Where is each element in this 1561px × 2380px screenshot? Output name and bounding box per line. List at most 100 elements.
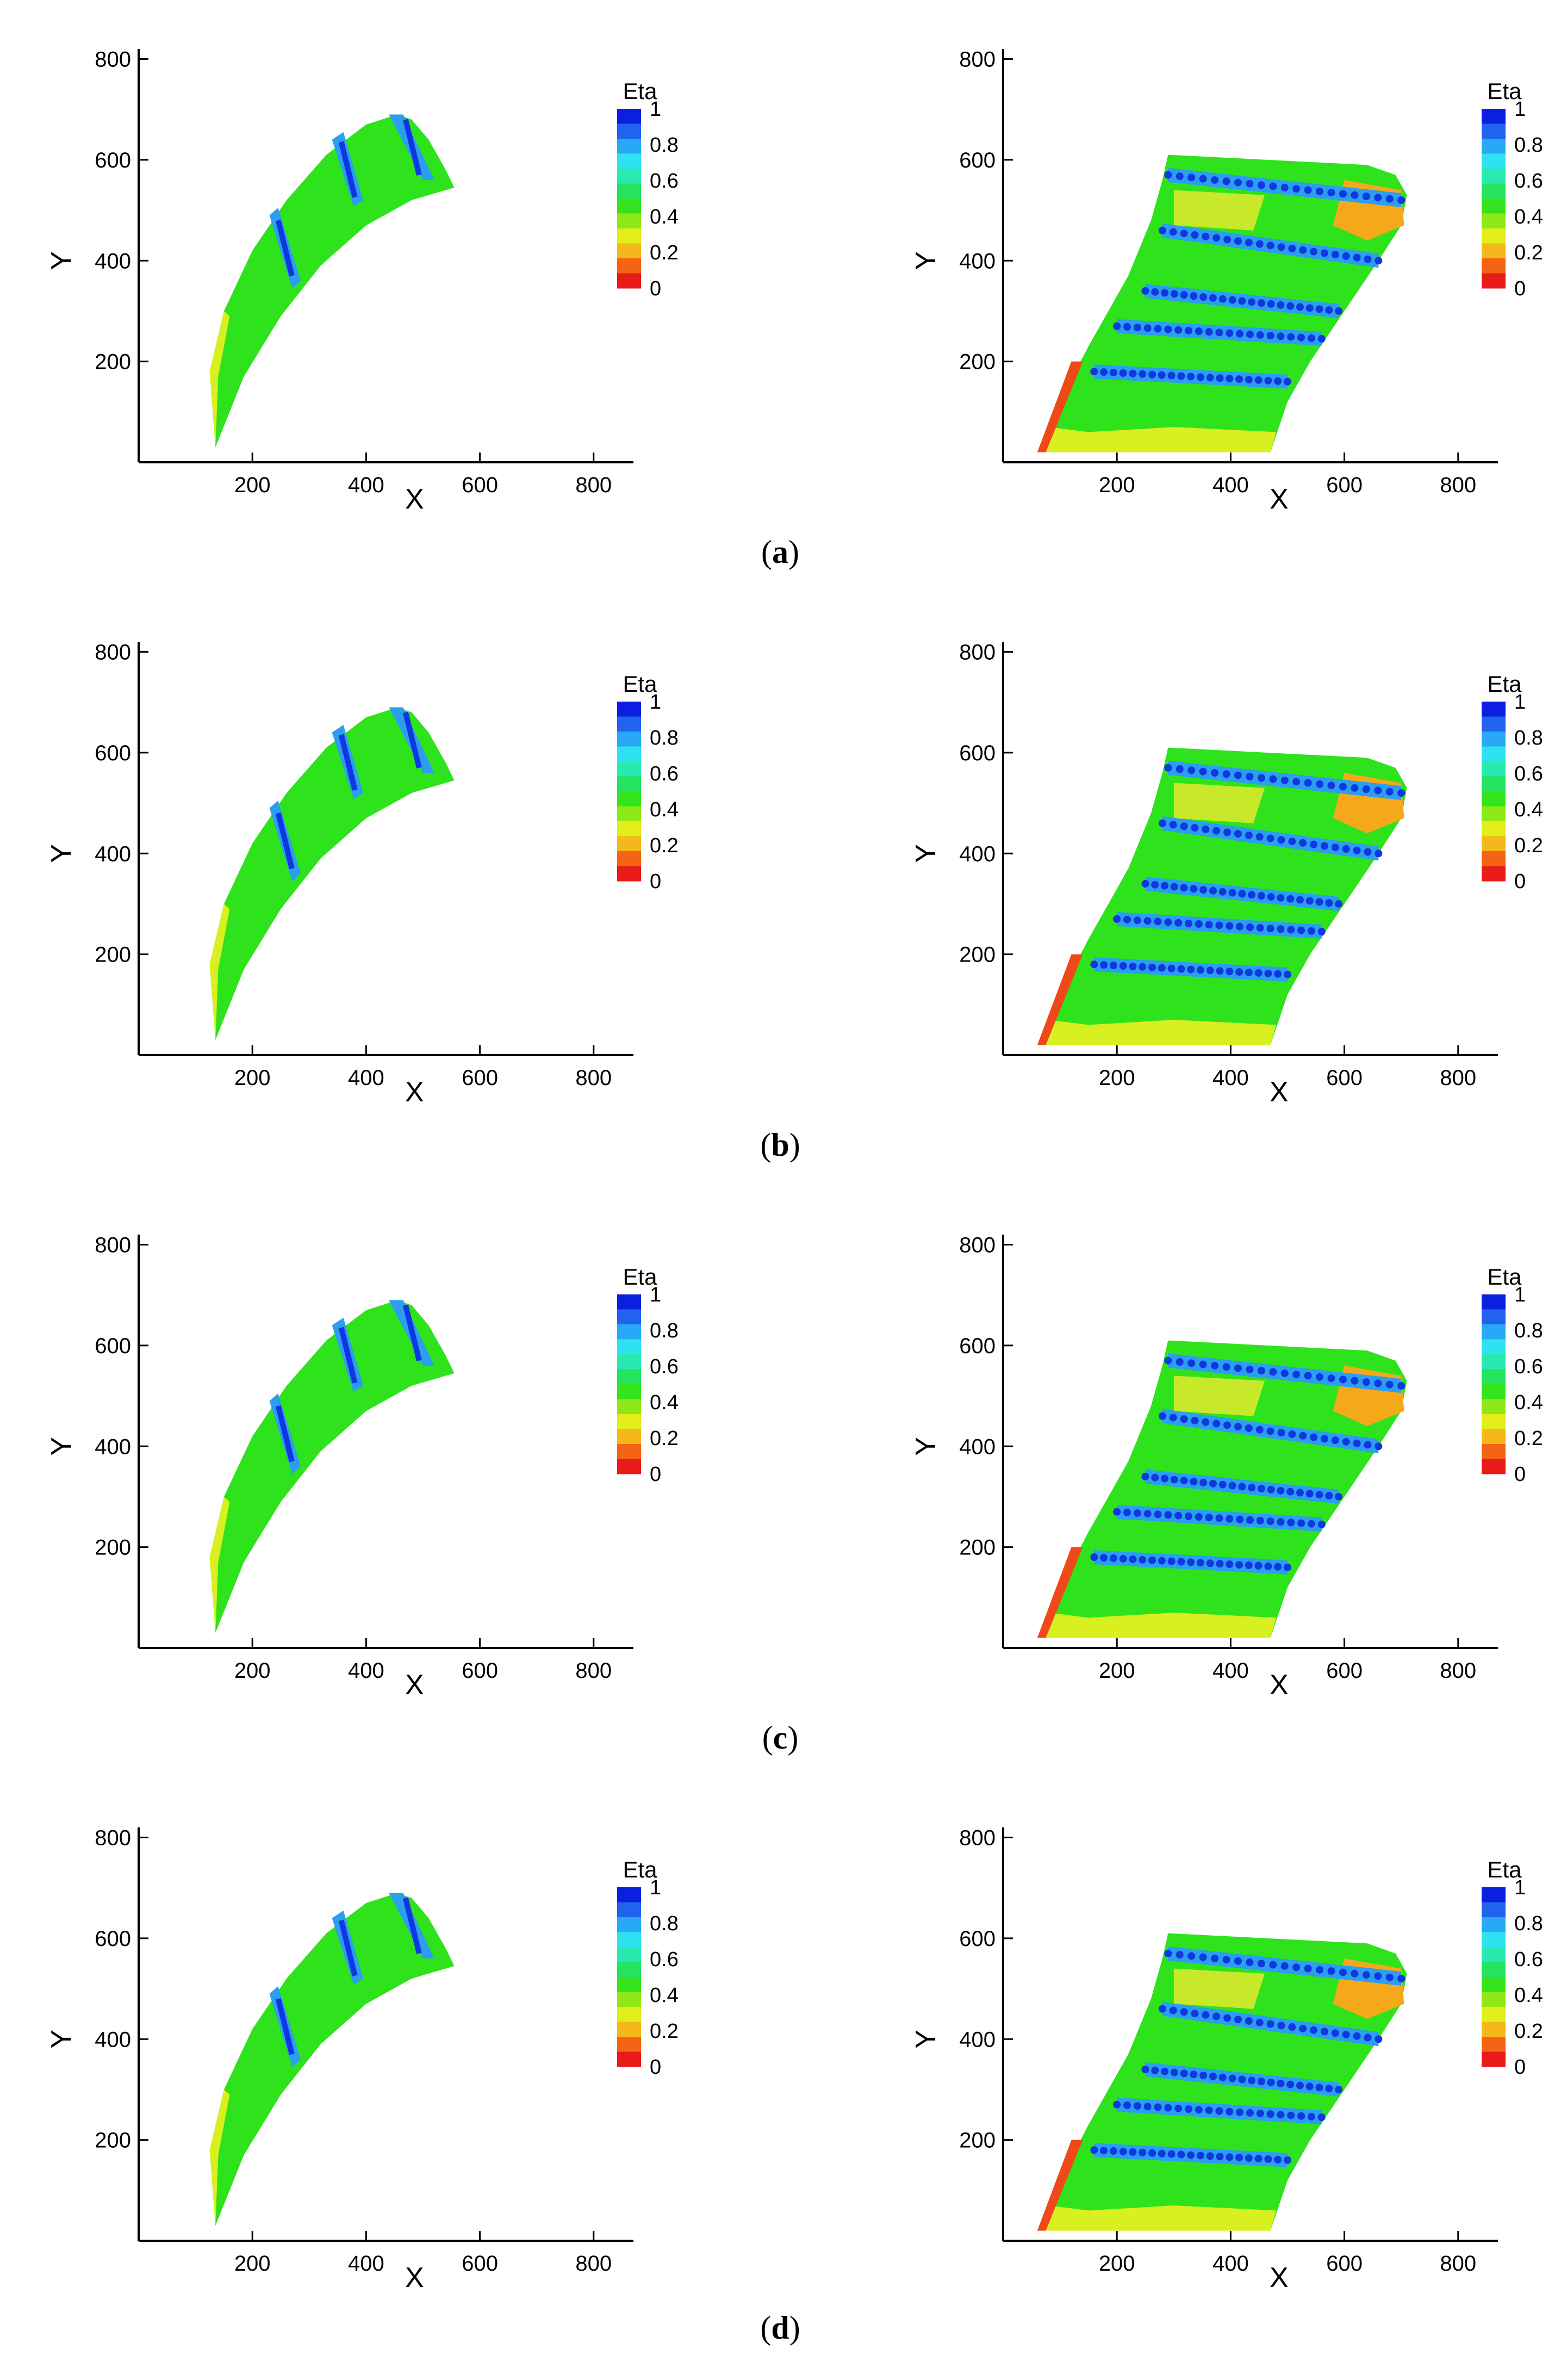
cooling-hole (1246, 2109, 1254, 2117)
cooling-hole (1274, 970, 1282, 978)
cooling-hole (1257, 892, 1265, 900)
legend-tick-label: 0 (650, 1463, 661, 1486)
caption-letter: d (771, 2310, 789, 2346)
cooling-hole (1141, 879, 1149, 888)
cooling-hole (1277, 894, 1285, 902)
y-tick-label: 400 (959, 1435, 996, 1459)
cooling-hole (1374, 1972, 1382, 1980)
legend-tick-label: 0.6 (1514, 1948, 1543, 1971)
cooling-hole (1123, 2101, 1131, 2109)
cooling-hole (1222, 1956, 1230, 1964)
mid-warm-zone (1173, 1375, 1265, 1416)
legend-swatch (1482, 821, 1506, 836)
cooling-hole (1255, 2018, 1264, 2026)
legend-title: Eta (1487, 671, 1522, 697)
legend-swatch (617, 183, 641, 199)
cooling-hole (1307, 927, 1315, 935)
cooling-hole (1286, 895, 1295, 903)
legend-swatch (1482, 199, 1506, 214)
y-axis-label: Y (910, 1437, 942, 1456)
y-tick-label: 200 (959, 1536, 996, 1560)
y-tick-label: 400 (95, 842, 131, 866)
cooling-hole (1266, 2020, 1274, 2028)
cooling-hole (1266, 1427, 1274, 1435)
x-tick-label: 600 (1326, 2252, 1363, 2276)
cooling-hole (1226, 329, 1234, 337)
cooling-hole (1164, 918, 1172, 926)
cooling-hole (1141, 2065, 1149, 2073)
cooling-hole-jet (338, 141, 358, 198)
legend-title: Eta (1487, 78, 1522, 104)
legend-swatch (617, 1444, 641, 1459)
legend-swatch (1482, 2007, 1506, 2022)
cooling-hole (1267, 892, 1275, 901)
cooling-hole (1246, 179, 1254, 188)
x-tick-label: 600 (1326, 1066, 1363, 1090)
cooling-hole (1206, 1559, 1214, 1567)
cooling-hole (1215, 921, 1223, 929)
x-axis-label: X (1270, 2262, 1289, 2294)
cooling-hole (1211, 176, 1219, 184)
cooling-hole (1158, 371, 1166, 379)
cooling-hole (1297, 926, 1305, 934)
legend-tick-label: 0.2 (650, 1427, 679, 1450)
cooling-hole (1215, 2107, 1223, 2115)
caption-paren: ( (760, 1127, 771, 1163)
cooling-hole-jet (275, 812, 295, 870)
cooling-hole (1205, 328, 1213, 336)
cooling-hole (1325, 306, 1333, 314)
legend-swatch (617, 806, 641, 822)
y-tick-label: 400 (95, 249, 131, 273)
cooling-hole (1129, 2148, 1137, 2156)
cooling-hole (1109, 2147, 1117, 2155)
cooling-hole (1375, 850, 1383, 858)
cooling-hole (1100, 2147, 1108, 2155)
cooling-hole (1228, 296, 1236, 304)
cooling-hole (1320, 249, 1328, 257)
legend-tick-label: 0.4 (650, 206, 679, 228)
legend-swatch (617, 273, 641, 289)
cooling-hole (1397, 1975, 1405, 1983)
cooling-hole (1315, 898, 1323, 906)
legend-swatch (617, 1947, 641, 1962)
cooling-hole (1254, 969, 1263, 977)
caption-paren: ) (788, 534, 799, 570)
cooling-hole (1280, 776, 1289, 784)
legend-tick-label: 0.4 (1514, 1984, 1543, 2007)
cooling-hole (1195, 2106, 1203, 2114)
cooling-hole (1169, 2006, 1177, 2015)
legend-tick-label: 0.8 (650, 1912, 679, 1935)
legend-tick-label: 1 (650, 98, 661, 121)
cooling-hole (1339, 783, 1347, 791)
cooling-hole (1100, 1554, 1108, 1562)
cooling-hole (1090, 1553, 1098, 1561)
legend-tick-label: 0.2 (1514, 2020, 1543, 2043)
inlet-zone (1037, 427, 1277, 453)
cooling-hole (1177, 1558, 1185, 1566)
cooling-hole (1154, 1510, 1162, 1519)
legend-swatch (1482, 183, 1506, 199)
cooling-hole (1325, 2085, 1333, 2093)
cooling-hole (1267, 300, 1275, 308)
cooling-hole (1158, 226, 1166, 234)
cooling-hole (1234, 1423, 1242, 1431)
cooling-hole (1335, 900, 1343, 908)
cooling-hole (1287, 2111, 1295, 2119)
legend-title: Eta (1487, 1264, 1522, 1290)
cooling-hole (1296, 1489, 1304, 1497)
cooling-hole (1305, 897, 1314, 905)
y-tick-label: 600 (959, 741, 996, 765)
y-axis-label: Y (910, 2030, 942, 2049)
cooling-hole (1299, 1431, 1307, 1440)
cooling-hole (1100, 961, 1108, 969)
cooling-hole (1238, 1483, 1246, 1491)
cooling-hole (1218, 1480, 1227, 1489)
legend-tick-label: 0.8 (1514, 727, 1543, 749)
legend-swatch (1482, 1917, 1506, 1932)
cooling-hole (1304, 779, 1312, 787)
cooling-hole (1187, 2151, 1195, 2159)
cooling-hole (1374, 786, 1382, 795)
legend-swatch (617, 821, 641, 836)
cooling-hole (1327, 1967, 1335, 1975)
